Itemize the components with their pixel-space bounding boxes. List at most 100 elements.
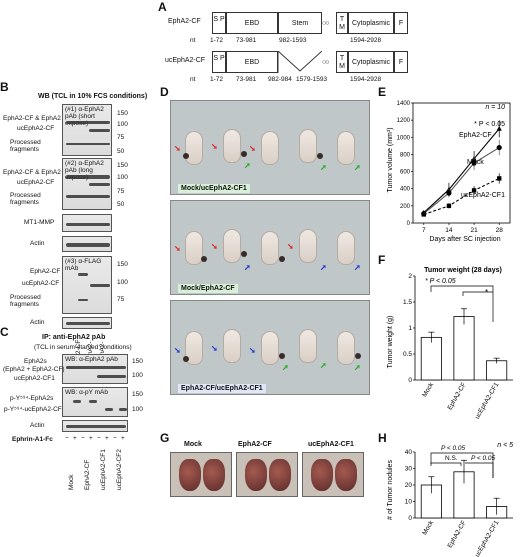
lung-photo-epha2-cf: [236, 452, 298, 497]
domain-ebd: EBD: [226, 12, 278, 34]
series-line-1: [423, 147, 500, 214]
data-point: [446, 190, 452, 196]
panel-label-e: E: [378, 85, 387, 99]
y-tick-label: 40: [405, 449, 413, 456]
chart-title: Tumor weight (28 days): [424, 267, 502, 274]
lung-lobe: [335, 459, 357, 491]
photo-caption: Mock/EphA2-CF: [178, 284, 238, 293]
linker-glyph: ○○: [322, 59, 329, 66]
y-tick-label: 200: [400, 204, 411, 210]
panel-label-a: A: [158, 0, 167, 14]
blot-label: (EphA2 + EphA2-CF): [3, 366, 65, 373]
domain-stem: Stem: [278, 12, 322, 34]
x-tick-label: ucEphA2-CF1: [474, 519, 501, 557]
y-tick-label: 30: [405, 466, 413, 473]
blue-arrow-icon: ➚: [244, 263, 251, 272]
plot-frame: [412, 102, 511, 224]
mw-marker: 100: [117, 174, 128, 181]
panel-b-title: WB (TCL in 10% FCS conditions): [38, 93, 148, 100]
band: [66, 175, 110, 179]
green-arrow-icon: ➚: [354, 163, 361, 172]
mw-marker: 75: [117, 296, 125, 303]
band: [90, 284, 110, 287]
mw-marker: 150: [117, 261, 128, 268]
nt-value: 1579-1593: [296, 76, 328, 83]
x-tick-label: Mock: [421, 381, 435, 399]
mouse: [299, 229, 317, 263]
construct-name-ucepha2-cf: ucEphA2-CF: [165, 57, 206, 64]
chart-h: n < 5 # of Tumor nodules P < 0.05 N.S. P…: [387, 442, 513, 557]
p-value-label: * P < 0.05: [474, 121, 505, 128]
construct-name-epha2-cf: EphA2-CF: [168, 18, 201, 25]
panel-c-subtitle: (TCL in serum-starved conditions): [34, 344, 132, 351]
tumor: [183, 153, 189, 159]
construct-diagram-epha2-cf: S P EBD Stem ○○ T M Cytoplasmic F: [212, 12, 408, 34]
y-tick-label: 20: [405, 482, 413, 489]
band: [78, 299, 88, 301]
significance-bracket: [465, 462, 494, 478]
sign: +: [73, 435, 77, 442]
mouse: [337, 231, 355, 265]
blot-c3: [62, 420, 128, 432]
tumor: [183, 356, 189, 362]
blot-b6: [62, 317, 112, 329]
blot-label: Processed fragments: [10, 294, 41, 308]
mw-marker: 100: [132, 406, 143, 413]
series-label-mock: Mock: [467, 159, 484, 166]
mouse: [185, 331, 203, 365]
sign: +: [121, 435, 125, 442]
photo-caption: EphA2-CF/ucEphA2-CF1: [178, 384, 266, 393]
tumor: [201, 256, 207, 262]
bar: [453, 316, 475, 381]
n-label: n < 5: [497, 442, 513, 449]
y-tick-label: 1.5: [403, 299, 412, 306]
domain-sp: S P: [212, 12, 226, 34]
mw-marker: 50: [117, 201, 125, 208]
band: [66, 223, 110, 226]
blot-label: ucEphA2-CF: [17, 179, 55, 186]
panel-label-h: H: [378, 431, 387, 445]
panel-label-c: C: [0, 325, 9, 339]
band: [119, 408, 127, 411]
y-tick-label: 1400: [397, 101, 411, 107]
mouse: [261, 131, 279, 165]
x-tick-label: EphA2-CF: [446, 519, 467, 549]
x-tick-label: Mock: [421, 519, 435, 537]
nt-value: 1-72: [210, 37, 224, 44]
p-value-label: P < 0.05: [441, 445, 466, 452]
mouse-photo-2: ➘ ➘ ➘ ➚ ➚ ➚: [170, 200, 370, 295]
mouse: [337, 131, 355, 165]
nt-label: nt: [190, 37, 196, 44]
blot-label: ucEphA2-CF1: [14, 375, 55, 382]
band: [105, 408, 113, 411]
blot-c1-label: WB: α-EphA2 pAb: [65, 356, 118, 363]
chart-e: n = 10 * P < 0.05 Tumor volume (mm³) Day…: [387, 101, 511, 243]
green-arrow-icon: ➚: [244, 161, 251, 170]
bar: [420, 336, 442, 381]
lung-lobe: [203, 459, 225, 491]
y-tick-label: 0: [407, 221, 411, 227]
data-point: [421, 212, 426, 217]
ephrin-label: Ephrin-A1-Fc: [12, 436, 53, 443]
sign: +: [89, 435, 93, 442]
nt-value: 982-984: [268, 76, 292, 83]
y-tick-label: 1000: [397, 135, 411, 141]
photo-caption: Mock/ucEphA2-CF1: [178, 184, 250, 193]
mouse: [337, 331, 355, 365]
sign: −: [113, 435, 117, 442]
red-arrow-icon: ➘: [174, 144, 181, 153]
mw-marker: 50: [117, 148, 125, 155]
band: [97, 375, 126, 378]
band: [89, 129, 110, 132]
significance-star: *: [485, 288, 488, 297]
domain-ebd: EBD: [226, 51, 278, 73]
data-point: [471, 188, 477, 193]
green-arrow-icon: ➚: [320, 163, 327, 172]
blot-c1: WB: α-EphA2 pAb: [62, 354, 128, 384]
lung-lobe: [179, 459, 201, 491]
tumor: [317, 153, 323, 159]
y-tick-label: 0: [408, 377, 412, 384]
y-tick-label: 600: [400, 170, 411, 176]
mw-marker: 150: [117, 110, 128, 117]
x-tick-label: 28: [496, 227, 504, 234]
